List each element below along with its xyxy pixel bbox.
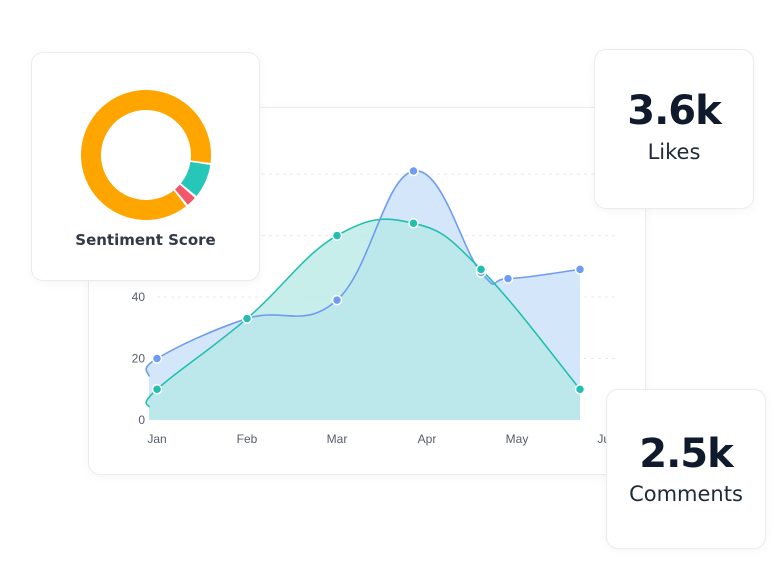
likes-count: 3.6k bbox=[627, 88, 721, 134]
donut-segment bbox=[81, 90, 211, 220]
data-point[interactable] bbox=[241, 313, 253, 324]
chart-card: 02040JanFebMarAprMayJun bbox=[88, 107, 646, 475]
x-tick-label: Apr bbox=[418, 432, 437, 446]
y-tick-label: 20 bbox=[132, 352, 146, 366]
y-tick-label: 40 bbox=[132, 290, 146, 304]
data-point[interactable] bbox=[475, 264, 487, 275]
data-point[interactable] bbox=[574, 384, 586, 395]
data-point[interactable] bbox=[574, 264, 586, 275]
data-point[interactable] bbox=[331, 230, 343, 241]
area-chart: 02040JanFebMarAprMayJun bbox=[132, 165, 617, 446]
y-tick-label: 0 bbox=[138, 413, 145, 427]
series-line-0 bbox=[145, 170, 581, 377]
sentiment-card: Sentiment Score bbox=[31, 52, 260, 281]
comments-count: 2.5k bbox=[639, 431, 733, 477]
x-tick-label: Feb bbox=[237, 432, 258, 446]
data-point[interactable] bbox=[151, 353, 163, 364]
data-point[interactable] bbox=[408, 165, 419, 177]
comments-card: 2.5k Comments bbox=[606, 389, 766, 549]
donut-segment bbox=[81, 90, 211, 220]
comments-label: Comments bbox=[629, 482, 743, 506]
data-point[interactable] bbox=[502, 273, 514, 284]
x-tick-label: Jan bbox=[147, 432, 166, 446]
x-tick-label: May bbox=[506, 432, 529, 446]
likes-label: Likes bbox=[647, 140, 701, 164]
donut-segment bbox=[81, 90, 211, 220]
data-point[interactable] bbox=[331, 294, 343, 306]
series-area-1 bbox=[146, 219, 580, 420]
sentiment-donut-chart bbox=[81, 90, 211, 220]
likes-card: 3.6k Likes bbox=[594, 49, 754, 209]
data-point[interactable] bbox=[408, 218, 419, 229]
data-point[interactable] bbox=[151, 384, 163, 395]
x-tick-label: Mar bbox=[327, 432, 348, 446]
sentiment-score-title: Sentiment Score bbox=[75, 231, 216, 249]
